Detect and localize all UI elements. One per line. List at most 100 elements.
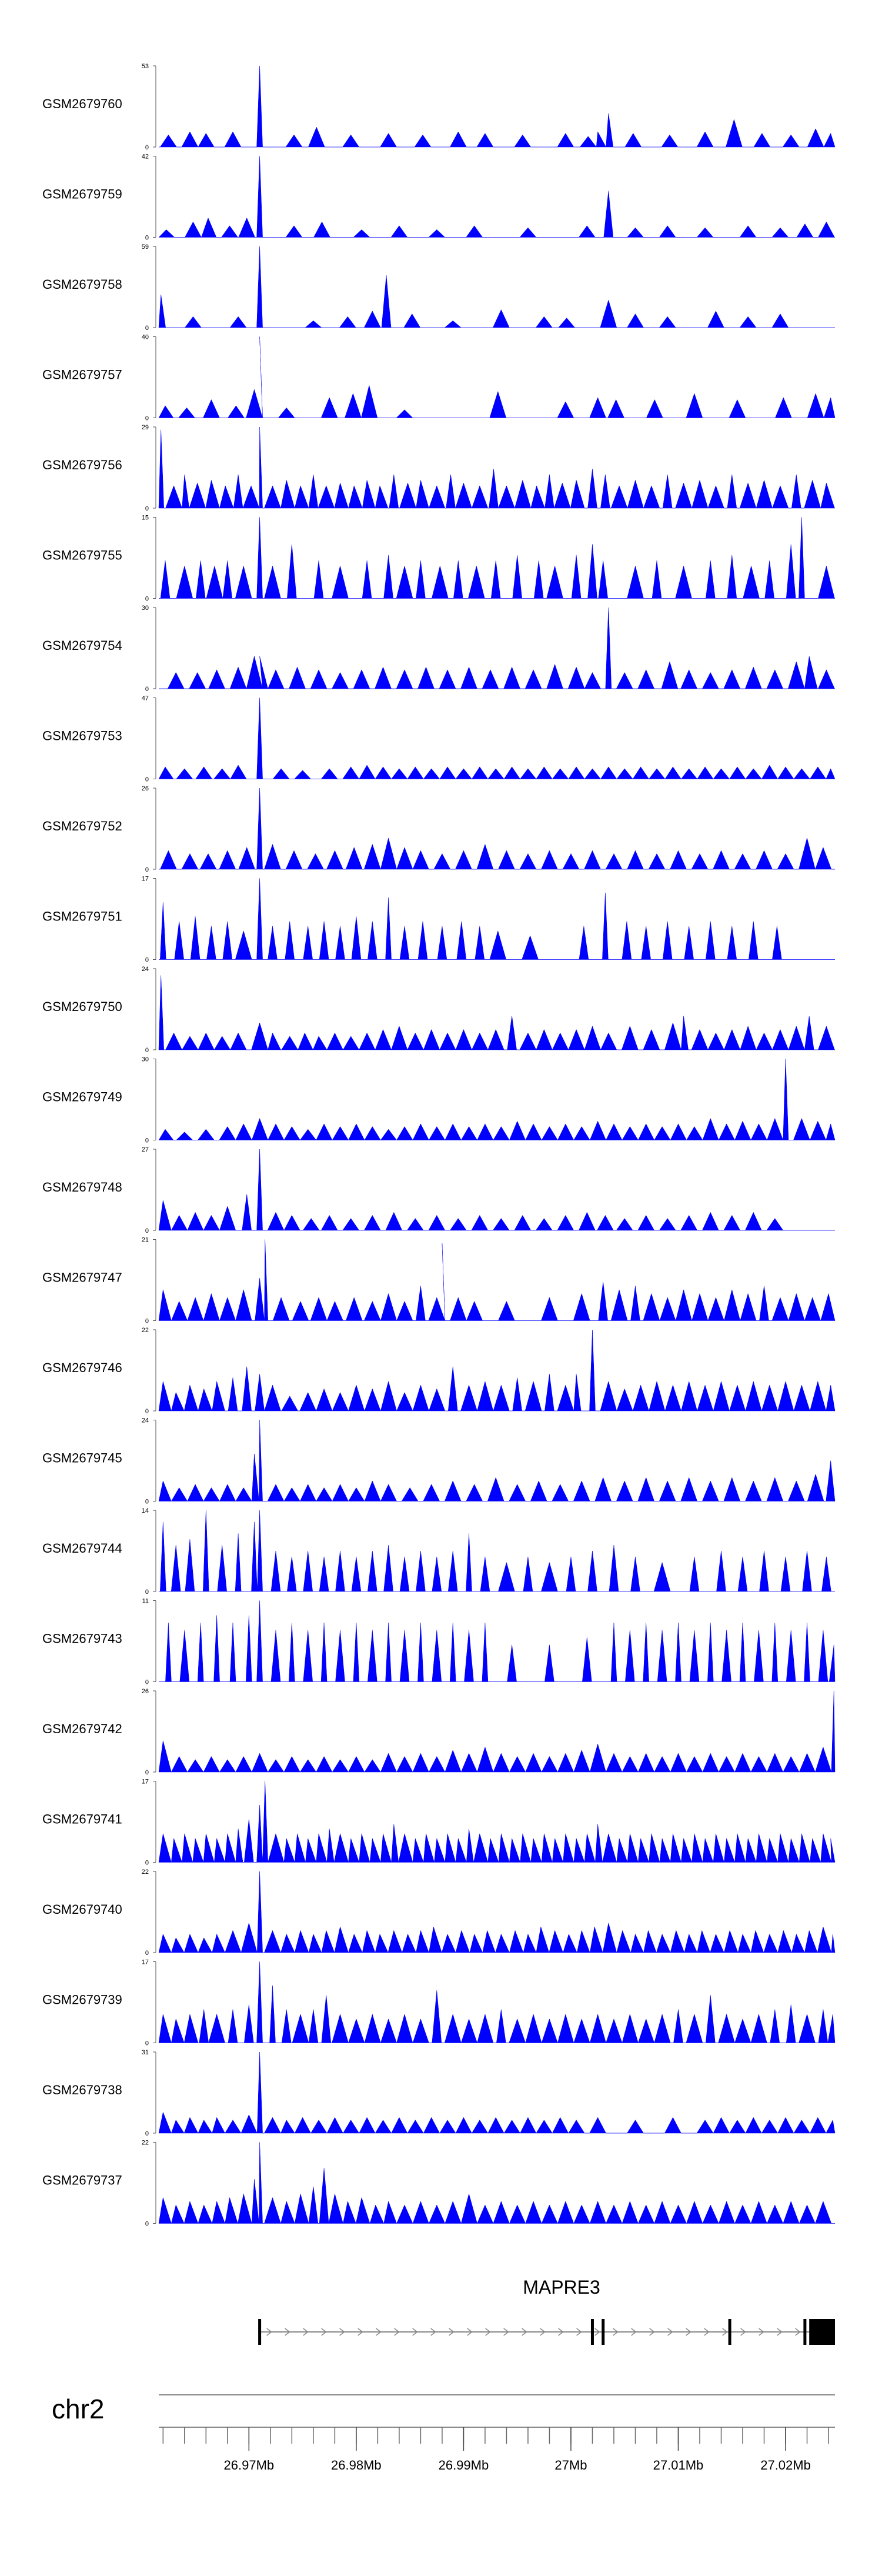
gene-exon	[803, 2319, 807, 2345]
gene-exon-cluster	[809, 2319, 835, 2345]
x-tick-label: 27Mb	[554, 2458, 587, 2472]
strand-arrow	[740, 2328, 746, 2336]
gene-annotation-track: MAPRE3	[258, 2277, 835, 2345]
strand-arrow	[266, 2328, 272, 2336]
track-GSM2679760: GSM2679760 53 0	[42, 63, 836, 151]
track-label: GSM2679738	[42, 2083, 122, 2097]
strand-arrow	[449, 2328, 455, 2336]
track-GSM2679746: GSM2679746 22 0	[42, 1327, 836, 1415]
strand-arrow	[467, 2328, 473, 2336]
coverage-area	[158, 1059, 836, 1141]
track-label: GSM2679757	[42, 368, 122, 382]
y-min-label: 0	[145, 144, 149, 151]
track-GSM2679742: GSM2679742 26 0	[42, 1688, 836, 1776]
gene-exon	[728, 2319, 731, 2345]
coverage-area	[158, 1239, 836, 1322]
y-min-label: 0	[145, 1679, 149, 1686]
y-max-label: 27	[142, 1146, 149, 1153]
track-GSM2679758: GSM2679758 59 0	[42, 243, 835, 332]
track-label: GSM2679737	[42, 2173, 122, 2188]
track-GSM2679740: GSM2679740 22 0	[42, 1868, 836, 1957]
strand-arrow	[649, 2328, 655, 2336]
gene-name-label: MAPRE3	[523, 2277, 600, 2298]
track-GSM2679757: GSM2679757 40 0	[42, 334, 836, 422]
coverage-area	[159, 788, 835, 870]
track-label: GSM2679743	[42, 1631, 122, 1646]
strand-arrow	[795, 2328, 801, 2336]
strand-arrow	[285, 2328, 290, 2336]
strand-arrow	[667, 2328, 673, 2336]
genome-axis: chr2 26.97Mb 26.98Mb 26.99Mb 27Mb 27.01Mb 27.0…	[52, 2394, 835, 2472]
y-max-label: 21	[142, 1237, 149, 1244]
coverage-area	[158, 2142, 835, 2224]
y-max-label: 24	[142, 966, 149, 973]
strand-arrow	[430, 2328, 436, 2336]
gene-exon	[590, 2319, 594, 2345]
strand-arrow	[576, 2328, 582, 2336]
coverage-area	[158, 156, 835, 238]
coverage-area	[158, 1690, 836, 1773]
coverage-area	[158, 426, 835, 509]
y-min-label: 0	[145, 957, 149, 964]
y-max-label: 29	[142, 424, 149, 431]
coverage-area	[158, 1329, 836, 1412]
gene-exon	[602, 2319, 605, 2345]
strand-arrow	[631, 2328, 637, 2336]
y-min-label: 0	[145, 1408, 149, 1415]
track-label: GSM2679758	[42, 277, 122, 292]
y-min-label: 0	[145, 1860, 149, 1867]
y-min-label: 0	[145, 505, 149, 512]
y-min-label: 0	[145, 1589, 149, 1596]
track-GSM2679745: GSM2679745 24 0	[42, 1417, 836, 1506]
coverage-area	[158, 246, 835, 328]
x-tick-label: 26.99Mb	[439, 2458, 489, 2472]
y-max-label: 11	[142, 1598, 149, 1605]
strand-arrow	[613, 2328, 619, 2336]
y-min-label: 0	[145, 1950, 149, 1957]
coverage-tracks: GSM2679760530GSM2679759420GSM2679758590G…	[42, 63, 836, 2228]
coverage-area	[158, 1781, 836, 1863]
strand-arrow	[303, 2328, 309, 2336]
track-GSM2679739: GSM2679739 17 0	[42, 1959, 836, 2047]
strand-arrow	[503, 2328, 509, 2336]
track-GSM2679755: GSM2679755 15 0	[42, 515, 835, 603]
coverage-area	[159, 607, 835, 689]
coverage-area	[158, 1961, 836, 2044]
coverage-area	[158, 336, 836, 419]
y-min-label: 0	[145, 1769, 149, 1776]
track-label: GSM2679753	[42, 729, 122, 743]
y-max-label: 40	[142, 334, 149, 341]
coverage-area	[158, 698, 836, 780]
y-max-label: 17	[142, 1959, 149, 1966]
coverage-area	[158, 1871, 836, 1953]
strand-arrow	[522, 2328, 527, 2336]
strand-arrow	[594, 2328, 600, 2336]
y-min-label: 0	[145, 235, 149, 242]
chromosome-label: chr2	[52, 2394, 104, 2424]
track-label: GSM2679744	[42, 1541, 122, 1556]
coverage-area	[159, 65, 836, 148]
y-min-label: 0	[145, 325, 149, 332]
y-min-label: 0	[145, 415, 149, 422]
y-min-label: 0	[145, 1047, 149, 1054]
track-label: GSM2679739	[42, 1993, 122, 2007]
track-GSM2679747: GSM2679747 21 0	[42, 1237, 836, 1325]
y-min-label: 0	[145, 1499, 149, 1506]
track-label: GSM2679746	[42, 1360, 122, 1375]
track-label: GSM2679752	[42, 819, 122, 833]
y-max-label: 22	[142, 1868, 149, 1876]
strand-arrow	[540, 2328, 546, 2336]
track-label: GSM2679750	[42, 999, 122, 1014]
track-label: GSM2679748	[42, 1180, 122, 1194]
x-tick-label: 26.97Mb	[224, 2458, 275, 2472]
track-GSM2679738: GSM2679738 31 0	[42, 2049, 836, 2137]
track-GSM2679753: GSM2679753 47 0	[42, 695, 836, 783]
track-GSM2679744: GSM2679744 14 0	[42, 1507, 835, 1596]
strand-arrow	[722, 2328, 728, 2336]
y-max-label: 15	[142, 515, 149, 522]
track-label: GSM2679742	[42, 1721, 122, 1736]
strand-arrow	[321, 2328, 327, 2336]
y-min-label: 0	[145, 2040, 149, 2047]
y-min-label: 0	[145, 1137, 149, 1144]
